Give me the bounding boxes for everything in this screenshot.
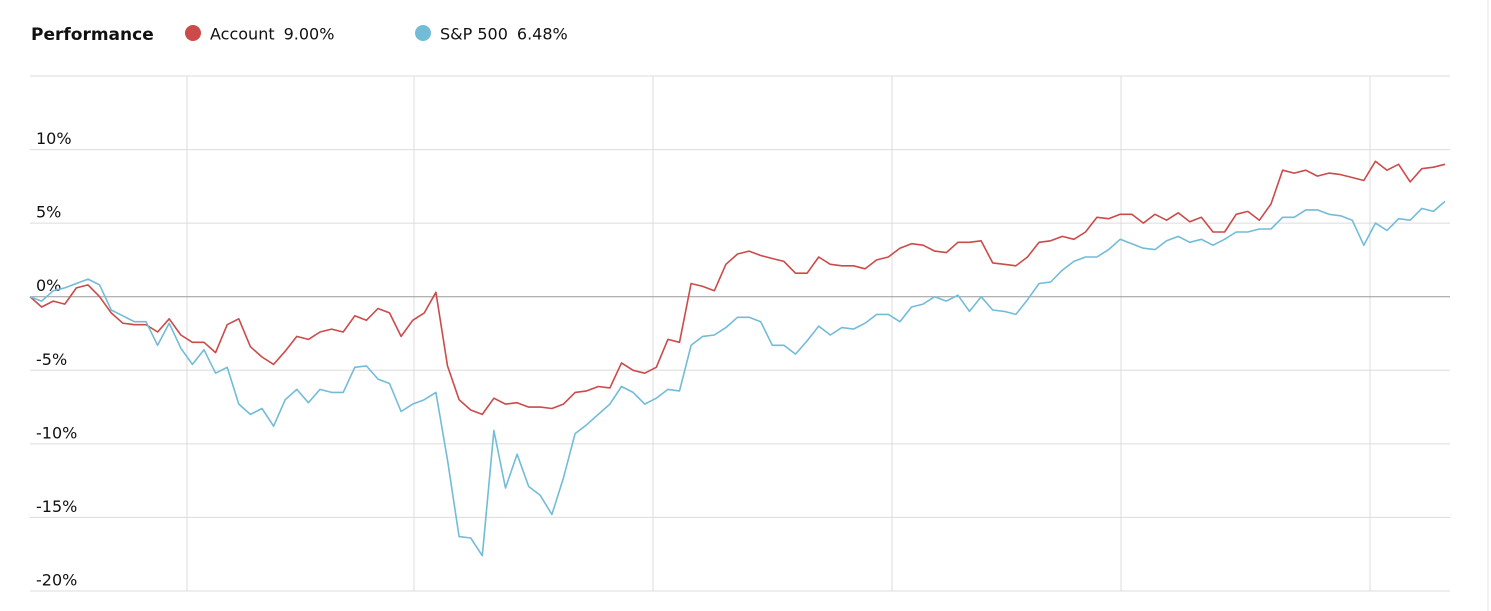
legend-value: 6.48% [517,25,568,44]
y-tick-label: 10% [36,129,72,148]
legend-label: S&P 500 [440,25,508,44]
legend-value: 9.00% [284,25,335,44]
y-tick-label: -10% [36,423,77,442]
legend-swatch [415,25,431,41]
y-tick-label: 0% [36,276,61,295]
y-tick-label: 5% [36,203,61,222]
series-line [29,200,1446,557]
y-tick-label: -15% [36,497,77,516]
y-tick-label: -5% [36,350,67,369]
vertical-grid [186,76,1371,591]
legend-swatch [185,25,201,41]
chart-title: Performance [31,25,154,45]
series-line [29,160,1446,416]
y-tick-label: -20% [36,571,77,590]
legend-label: Account [210,25,275,44]
